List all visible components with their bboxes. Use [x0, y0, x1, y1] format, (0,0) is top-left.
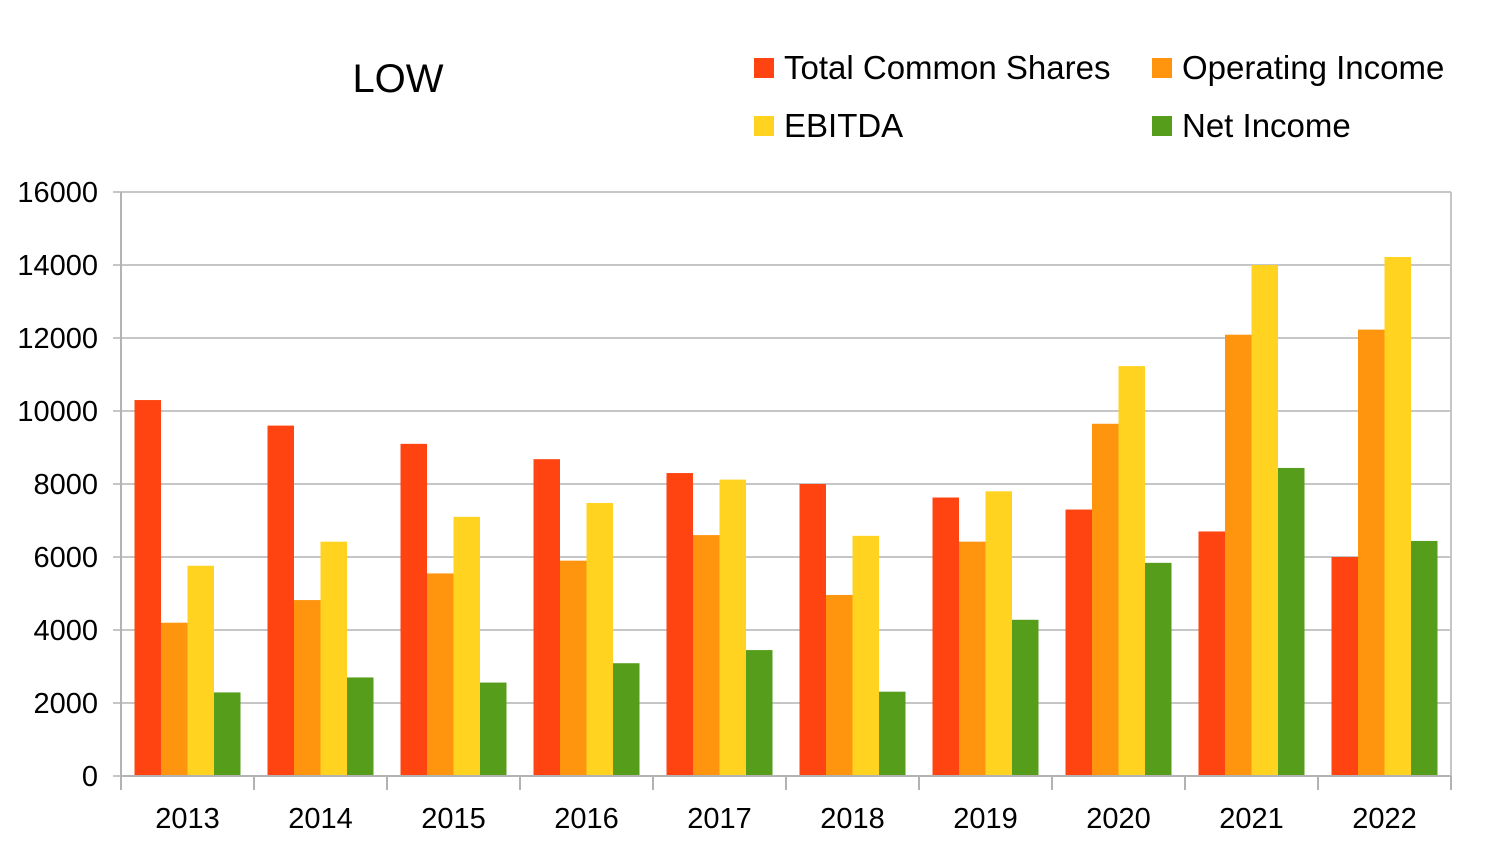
legend-label: Net Income: [1182, 107, 1351, 144]
bar-total-common-shares-2015: [400, 443, 427, 776]
x-tick-label: 2021: [1219, 803, 1284, 835]
bar-total-common-shares-2021: [1198, 531, 1225, 776]
bar-net-income-2018: [879, 691, 906, 776]
bar-ebitda-2018: [852, 535, 879, 776]
x-tick-label: 2020: [1086, 803, 1151, 835]
bar-total-common-shares-2019: [932, 497, 959, 776]
bar-ebitda-2016: [586, 502, 613, 776]
bar-ebitda-2013: [187, 565, 214, 776]
y-tick-label: 0: [82, 761, 98, 793]
bar-net-income-2022: [1411, 540, 1438, 776]
bar-total-common-shares-2022: [1331, 557, 1358, 776]
bar-total-common-shares-2014: [267, 425, 294, 776]
legend-swatch-net-income: [1152, 116, 1172, 136]
bar-net-income-2017: [746, 650, 773, 776]
y-tick-label: 4000: [33, 615, 98, 647]
legend-label: Total Common Shares: [784, 49, 1110, 86]
bar-ebitda-2022: [1384, 256, 1411, 777]
legend: Total Common Shares Operating Income EBITD…: [754, 49, 1444, 144]
bar-operating-income-2015: [427, 573, 454, 776]
legend-swatch-ebitda: [754, 116, 774, 136]
x-axis-ticks: 2013 2014 2015 2016 2017 2018 2019 2020 2021 2022: [155, 803, 1417, 835]
bar-operating-income-2014: [294, 600, 321, 776]
bar-operating-income-2016: [560, 560, 587, 776]
bars: [134, 256, 1438, 777]
bar-total-common-shares-2018: [799, 484, 826, 776]
x-tick-label: 2019: [953, 803, 1018, 835]
bar-operating-income-2021: [1225, 334, 1252, 776]
x-tick-label: 2015: [421, 803, 486, 835]
x-tick-label: 2017: [687, 803, 752, 835]
bar-net-income-2016: [613, 663, 640, 776]
x-tick-label: 2018: [820, 803, 885, 835]
y-tick-label: 16000: [17, 177, 98, 209]
legend-swatch-operating-income: [1152, 58, 1172, 78]
y-tick-label: 14000: [17, 250, 98, 282]
y-tick-label: 6000: [33, 542, 98, 574]
y-tick-label: 8000: [33, 469, 98, 501]
bar-net-income-2019: [1012, 619, 1039, 776]
y-axis-ticks: 0 2000 4000 6000 8000 10000 12000 14000 16000: [17, 177, 98, 793]
bar-total-common-shares-2017: [666, 473, 693, 776]
bar-operating-income-2017: [693, 535, 720, 776]
y-tick-label: 2000: [33, 688, 98, 720]
axes: [120, 192, 1452, 790]
bar-net-income-2013: [214, 692, 241, 776]
bar-operating-income-2022: [1358, 329, 1385, 776]
bar-ebitda-2017: [719, 479, 746, 776]
bar-operating-income-2019: [959, 541, 986, 776]
y-tick-label: 12000: [17, 323, 98, 355]
chart-title: LOW: [352, 57, 443, 101]
bar-operating-income-2018: [826, 594, 853, 776]
bar-ebitda-2019: [985, 491, 1012, 776]
x-tick-label: 2014: [288, 803, 353, 835]
bar-total-common-shares-2016: [533, 459, 560, 776]
bar-net-income-2021: [1278, 467, 1305, 776]
bar-ebitda-2015: [453, 516, 480, 776]
bar-net-income-2020: [1145, 562, 1172, 776]
x-tick-label: 2016: [554, 803, 619, 835]
bar-operating-income-2020: [1092, 423, 1119, 776]
legend-swatch-total-common-shares: [754, 58, 774, 78]
x-tick-label: 2013: [155, 803, 220, 835]
legend-label: Operating Income: [1182, 49, 1444, 86]
bar-net-income-2015: [480, 682, 507, 776]
bar-ebitda-2014: [320, 541, 347, 776]
bar-ebitda-2020: [1118, 366, 1145, 776]
bar-operating-income-2013: [161, 622, 188, 776]
bar-net-income-2014: [347, 677, 374, 776]
bar-total-common-shares-2013: [134, 400, 161, 776]
x-tick-label: 2022: [1352, 803, 1417, 835]
y-tick-label: 10000: [17, 396, 98, 428]
bar-total-common-shares-2020: [1065, 509, 1092, 776]
legend-label: EBITDA: [784, 107, 903, 144]
bar-ebitda-2021: [1251, 265, 1278, 776]
